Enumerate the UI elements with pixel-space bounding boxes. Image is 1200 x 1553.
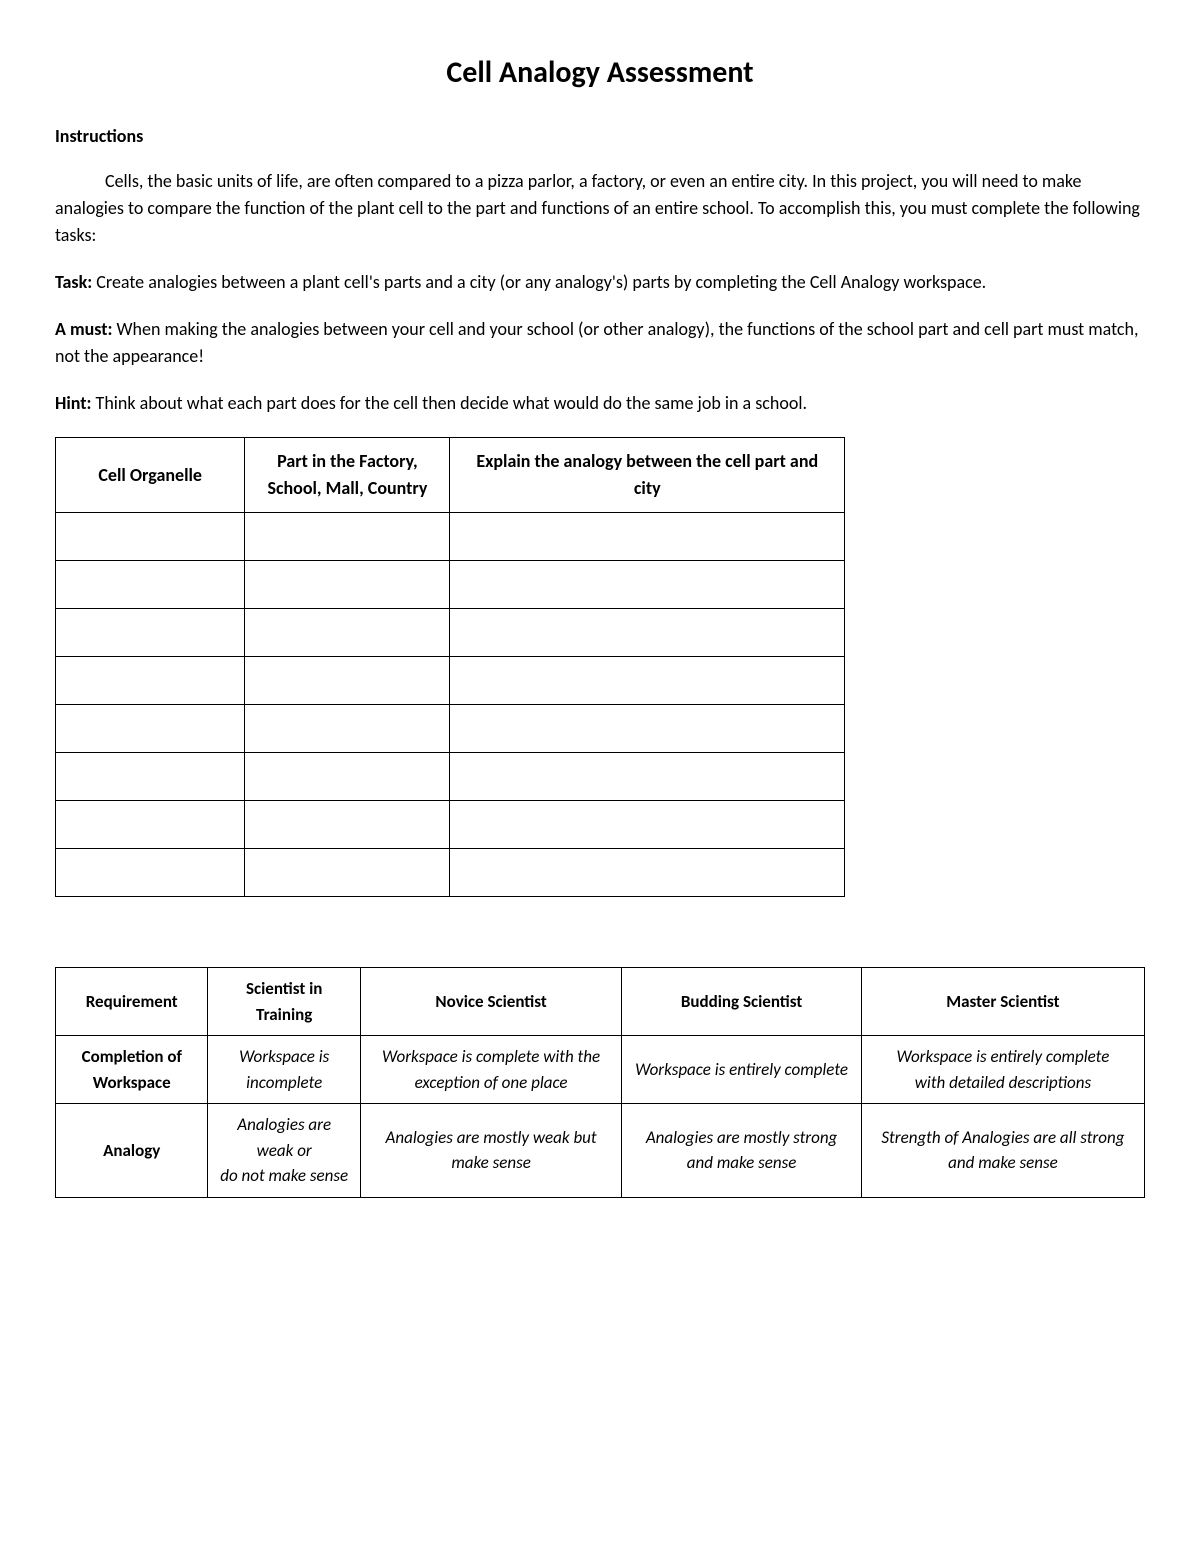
- rubric-table: Requirement Scientist in Training Novice…: [55, 967, 1145, 1198]
- rubric-header-row: Requirement Scientist in Training Novice…: [56, 968, 1145, 1036]
- page-title: Cell Analogy Assessment: [55, 50, 1145, 95]
- table-cell[interactable]: [450, 801, 845, 849]
- table-cell[interactable]: [450, 705, 845, 753]
- table-cell[interactable]: [56, 609, 245, 657]
- workspace-col-header: Cell Organelle: [56, 438, 245, 513]
- workspace-table: Cell Organelle Part in the Factory, Scho…: [55, 437, 845, 897]
- rubric-cell: Analogies are mostly weak but make sense: [360, 1104, 621, 1198]
- workspace-col-header: Part in the Factory, School, Mall, Count…: [245, 438, 450, 513]
- intro-paragraph: Cells, the basic units of life, are ofte…: [55, 168, 1145, 249]
- table-cell[interactable]: [450, 513, 845, 561]
- rubric-cell: Workspace is incomplete: [208, 1036, 360, 1104]
- table-row: [56, 513, 845, 561]
- must-text: When making the analogies between your c…: [55, 318, 1138, 367]
- rubric-row-label: Completion of Workspace: [56, 1036, 208, 1104]
- table-cell[interactable]: [56, 705, 245, 753]
- table-cell[interactable]: [245, 705, 450, 753]
- rubric-cell: Analogies are mostly strong and make sen…: [622, 1104, 862, 1198]
- rubric-col-header: Budding Scientist: [622, 968, 862, 1036]
- rubric-body: Completion of WorkspaceWorkspace is inco…: [56, 1036, 1145, 1198]
- rubric-col-header: Master Scientist: [861, 968, 1144, 1036]
- table-row: Completion of WorkspaceWorkspace is inco…: [56, 1036, 1145, 1104]
- rubric-cell: Workspace is entirely completewith detai…: [861, 1036, 1144, 1104]
- table-cell[interactable]: [245, 657, 450, 705]
- must-label: A must:: [55, 318, 112, 340]
- table-row: [56, 657, 845, 705]
- table-cell[interactable]: [450, 657, 845, 705]
- table-cell[interactable]: [245, 849, 450, 897]
- hint-label: Hint:: [55, 392, 91, 414]
- table-row: [56, 801, 845, 849]
- table-row: AnalogyAnalogies are weak ordo not make …: [56, 1104, 1145, 1198]
- instructions-heading: Instructions: [55, 123, 1145, 150]
- rubric-cell: Workspace is entirely complete: [622, 1036, 862, 1104]
- task-label: Task:: [55, 271, 92, 293]
- rubric-cell: Strength of Analogies are all strong and…: [861, 1104, 1144, 1198]
- rubric-row-label: Analogy: [56, 1104, 208, 1198]
- table-row: [56, 753, 845, 801]
- table-cell[interactable]: [56, 657, 245, 705]
- table-row: [56, 849, 845, 897]
- table-cell[interactable]: [56, 753, 245, 801]
- task-paragraph: Task: Create analogies between a plant c…: [55, 269, 1145, 296]
- rubric-cell: Workspace is complete with the exception…: [360, 1036, 621, 1104]
- workspace-body: [56, 513, 845, 897]
- rubric-cell: Analogies are weak ordo not make sense: [208, 1104, 360, 1198]
- task-text: Create analogies between a plant cell's …: [92, 271, 986, 293]
- table-cell[interactable]: [245, 513, 450, 561]
- table-cell[interactable]: [450, 609, 845, 657]
- table-cell[interactable]: [245, 609, 450, 657]
- table-cell[interactable]: [245, 753, 450, 801]
- rubric-col-header: Requirement: [56, 968, 208, 1036]
- workspace-header-row: Cell Organelle Part in the Factory, Scho…: [56, 438, 845, 513]
- rubric-col-header: Scientist in Training: [208, 968, 360, 1036]
- hint-text: Think about what each part does for the …: [91, 392, 807, 414]
- table-row: [56, 561, 845, 609]
- table-cell[interactable]: [56, 849, 245, 897]
- workspace-col-header: Explain the analogy between the cell par…: [450, 438, 845, 513]
- table-cell[interactable]: [450, 561, 845, 609]
- table-cell[interactable]: [56, 561, 245, 609]
- must-paragraph: A must: When making the analogies betwee…: [55, 316, 1145, 370]
- table-cell[interactable]: [56, 513, 245, 561]
- hint-paragraph: Hint: Think about what each part does fo…: [55, 390, 1145, 417]
- table-cell[interactable]: [245, 801, 450, 849]
- table-row: [56, 705, 845, 753]
- table-row: [56, 609, 845, 657]
- table-cell[interactable]: [56, 801, 245, 849]
- table-cell[interactable]: [450, 753, 845, 801]
- table-cell[interactable]: [450, 849, 845, 897]
- table-cell[interactable]: [245, 561, 450, 609]
- rubric-col-header: Novice Scientist: [360, 968, 621, 1036]
